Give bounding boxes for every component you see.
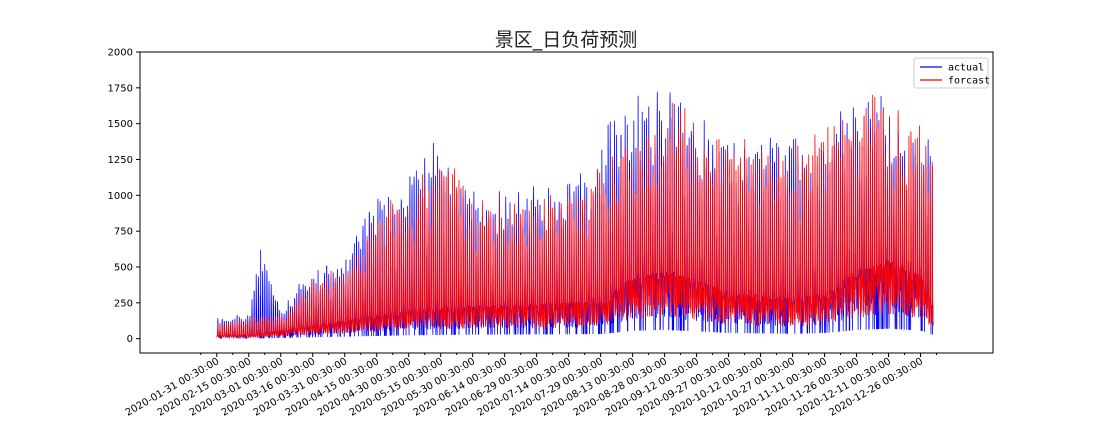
series-layer [216, 91, 934, 339]
y-tick-label: 750 [114, 227, 133, 238]
y-tick-label: 1000 [108, 191, 133, 202]
plot-frame [139, 51, 994, 354]
chart-title: 景区_日负荷预测 [495, 29, 638, 51]
y-tick-label: 1750 [108, 83, 133, 94]
y-tick-label: 500 [114, 263, 133, 274]
legend-label-forcast: forcast [948, 76, 990, 87]
y-tick-label: 250 [114, 298, 133, 309]
y-tick-label: 0 [127, 334, 133, 345]
y-tick-label: 1250 [108, 155, 133, 166]
legend: actual forcast [913, 57, 990, 89]
series-line-forcast [216, 94, 934, 339]
legend-label-actual: actual [948, 63, 984, 74]
y-tick-label: 1500 [108, 119, 133, 130]
y-axis: 0 250 500 750 1000 1250 1500 1750 2000 [108, 48, 140, 345]
y-tick-label: 2000 [108, 48, 133, 59]
